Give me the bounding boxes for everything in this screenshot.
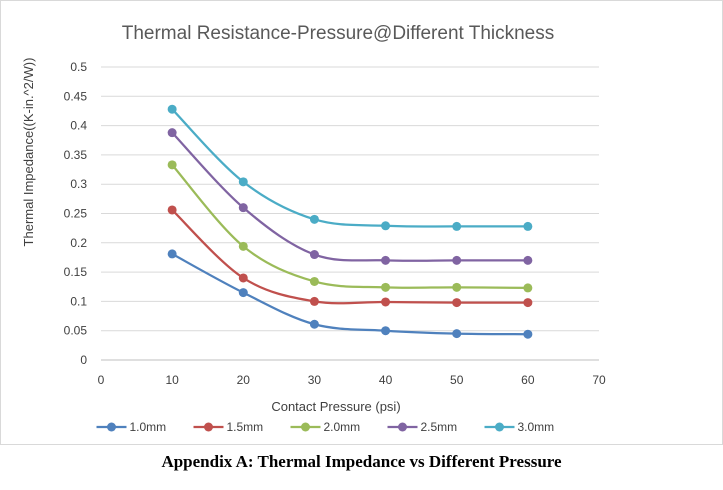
series-2.5mm	[167, 128, 533, 265]
figure-caption: Appendix A: Thermal Impedance vs Differe…	[161, 452, 562, 471]
series-line	[171, 252, 528, 336]
data-point	[523, 221, 533, 231]
x-tick-label: 70	[592, 373, 606, 387]
x-tick-label: 0	[98, 373, 105, 387]
data-point	[238, 241, 248, 251]
data-point	[523, 255, 533, 265]
y-tick-label: 0.45	[64, 89, 88, 103]
legend-entry: 1.0mm	[96, 420, 167, 434]
data-point	[452, 298, 462, 308]
legend-entry: 2.0mm	[290, 420, 361, 434]
data-point	[309, 319, 319, 329]
series-3.0mm	[167, 104, 533, 231]
series-line	[171, 108, 528, 228]
series-layer	[167, 104, 533, 339]
data-point	[381, 282, 391, 292]
series-2.0mm	[167, 160, 533, 293]
data-point	[452, 221, 462, 231]
data-point	[238, 203, 248, 213]
x-tick-label: 20	[237, 373, 251, 387]
series-1.5mm	[167, 205, 533, 308]
data-point	[381, 297, 391, 307]
data-point	[238, 273, 248, 283]
legend-label: 3.0mm	[518, 420, 555, 434]
data-point	[167, 104, 177, 114]
y-tick-label: 0.05	[64, 324, 88, 338]
x-tick-label: 40	[379, 373, 393, 387]
y-tick-label: 0.5	[70, 60, 87, 74]
y-tick-label: 0	[80, 353, 87, 367]
legend-marker	[301, 422, 310, 432]
legend-entry: 3.0mm	[484, 420, 555, 434]
data-point	[381, 221, 391, 231]
x-tick-label: 30	[308, 373, 322, 387]
data-point	[167, 160, 177, 170]
data-point	[309, 214, 319, 224]
legend-entry: 2.5mm	[387, 420, 458, 434]
data-point	[167, 128, 177, 138]
axes: 0 0.05 0.1 0.15 0.2 0.25 0.3 0.35 0.4 0.45 0.5 0 10 2…	[64, 60, 606, 387]
data-point	[309, 276, 319, 286]
y-tick-label: 0.4	[70, 119, 87, 133]
x-axis-title: Contact Pressure (psi)	[271, 399, 400, 414]
legend-label: 1.0mm	[130, 420, 167, 434]
data-point	[381, 326, 391, 336]
legend: 1.0mm 1.5mm 2.0mm 2.5mm 3.0mm	[96, 420, 555, 434]
data-point	[452, 255, 462, 265]
data-point	[167, 205, 177, 215]
y-tick-label: 0.25	[64, 207, 88, 221]
data-point	[381, 255, 391, 265]
x-tick-label: 10	[165, 373, 179, 387]
data-point	[167, 249, 177, 259]
data-point	[238, 288, 248, 298]
legend-label: 2.0mm	[324, 420, 361, 434]
y-tick-label: 0.2	[70, 236, 87, 250]
series-1.0mm	[167, 249, 533, 339]
legend-marker	[398, 422, 407, 432]
data-point	[523, 298, 533, 308]
line-chart: Thermal Resistance-Pressure@Different Th…	[21, 23, 606, 434]
data-point	[238, 177, 248, 187]
data-point	[309, 296, 319, 306]
chart-title: Thermal Resistance-Pressure@Different Th…	[122, 23, 555, 44]
data-point	[452, 282, 462, 292]
data-point	[523, 283, 533, 293]
x-tick-label: 60	[521, 373, 535, 387]
data-point	[309, 250, 319, 260]
series-line	[171, 209, 528, 305]
y-tick-label: 0.35	[64, 148, 88, 162]
data-point	[523, 329, 533, 339]
legend-marker	[107, 422, 116, 432]
x-tick-label: 50	[450, 373, 464, 387]
legend-marker	[495, 422, 504, 432]
legend-marker	[204, 422, 213, 432]
legend-label: 2.5mm	[421, 420, 458, 434]
y-tick-label: 0.1	[70, 294, 87, 308]
gridlines	[101, 66, 599, 361]
legend-entry: 1.5mm	[193, 420, 264, 434]
data-point	[452, 329, 462, 339]
y-tick-label: 0.15	[64, 265, 88, 279]
legend-label: 1.5mm	[227, 420, 264, 434]
y-axis-title: Thermal Impedance((K-in.^2/W))	[21, 58, 36, 247]
y-tick-label: 0.3	[70, 177, 87, 191]
series-line	[171, 131, 528, 262]
